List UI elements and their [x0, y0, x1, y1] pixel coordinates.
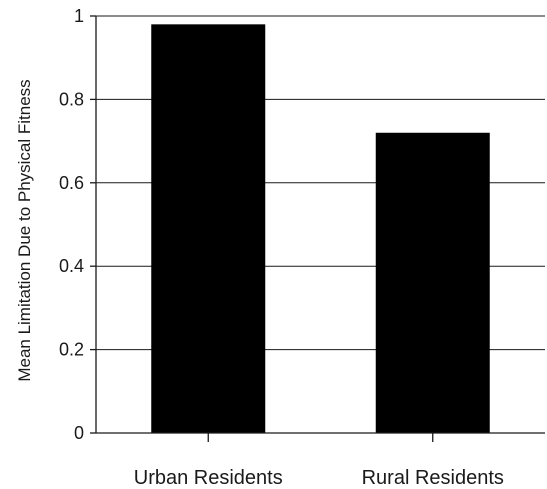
y-axis-title: Mean Limitation Due to Physical Fitness — [15, 79, 34, 381]
bars — [151, 24, 490, 434]
y-tick-labels: 0 0.2 0.4 0.6 0.8 1 — [59, 6, 96, 443]
bar — [151, 24, 266, 434]
y-tick-label: 0.4 — [59, 256, 84, 276]
x-tick-label: Rural Residents — [362, 467, 504, 489]
axes — [95, 16, 545, 434]
y-tick-label: 0.2 — [59, 340, 84, 360]
bar — [375, 132, 490, 433]
x-tick-labels: Urban Residents Rural Residents — [134, 433, 504, 489]
y-tick-label: 1 — [74, 6, 84, 26]
y-tick-label: 0.8 — [59, 89, 84, 109]
y-tick-label: 0 — [74, 423, 84, 443]
y-tick-label: 0.6 — [59, 173, 84, 193]
x-tick-label: Urban Residents — [134, 467, 283, 489]
